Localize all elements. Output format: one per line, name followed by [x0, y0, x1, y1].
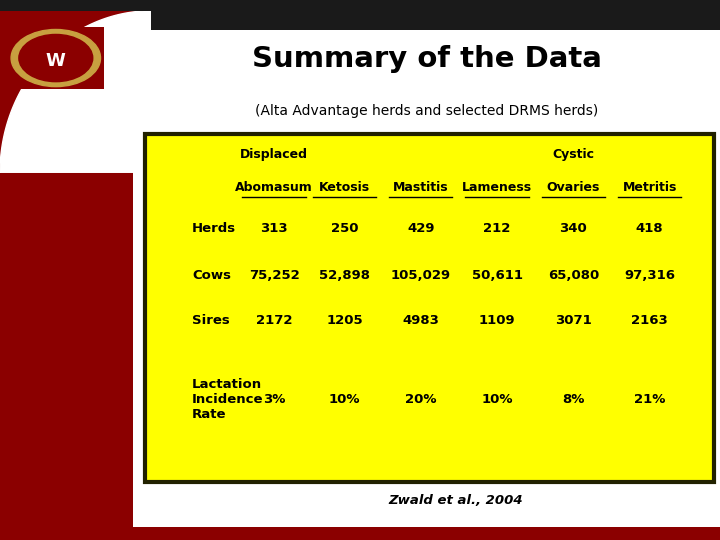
Text: 2172: 2172 [256, 314, 292, 327]
Text: Mastitis: Mastitis [393, 181, 449, 194]
Text: 105,029: 105,029 [391, 269, 451, 282]
Text: 212: 212 [483, 222, 510, 235]
Text: 10%: 10% [481, 393, 513, 406]
Text: Ketosis: Ketosis [319, 181, 370, 194]
Text: 52,898: 52,898 [319, 269, 370, 282]
Text: 97,316: 97,316 [624, 269, 675, 282]
Text: 313: 313 [260, 222, 288, 235]
Text: 3071: 3071 [555, 314, 592, 327]
Text: Cystic: Cystic [552, 148, 594, 161]
Text: 20%: 20% [405, 393, 436, 406]
Text: 340: 340 [559, 222, 588, 235]
Text: 8%: 8% [562, 393, 585, 406]
Text: Summary of the Data: Summary of the Data [252, 45, 601, 72]
Text: 75,252: 75,252 [248, 269, 300, 282]
Text: 65,080: 65,080 [548, 269, 599, 282]
Text: Lactation
Incidence
Rate: Lactation Incidence Rate [192, 379, 264, 421]
Text: Ovaries: Ovaries [546, 181, 600, 194]
Text: 2163: 2163 [631, 314, 668, 327]
Text: 418: 418 [636, 222, 663, 235]
Text: W: W [46, 51, 66, 70]
Text: 21%: 21% [634, 393, 665, 406]
Circle shape [11, 30, 101, 86]
Polygon shape [0, 11, 151, 173]
Text: Metritis: Metritis [622, 181, 677, 194]
Text: 4983: 4983 [402, 314, 439, 327]
Text: 3%: 3% [263, 393, 285, 406]
Text: 429: 429 [407, 222, 434, 235]
Circle shape [19, 35, 93, 82]
Text: (Alta Advantage herds and selected DRMS herds): (Alta Advantage herds and selected DRMS … [255, 104, 598, 118]
Text: Abomasum: Abomasum [235, 181, 313, 194]
Text: Sires: Sires [192, 314, 230, 327]
Text: Zwald et al., 2004: Zwald et al., 2004 [389, 494, 523, 507]
Text: Cows: Cows [192, 269, 231, 282]
Text: 10%: 10% [329, 393, 360, 406]
FancyBboxPatch shape [145, 134, 714, 482]
Text: 1109: 1109 [479, 314, 516, 327]
Text: 1205: 1205 [326, 314, 363, 327]
Text: 250: 250 [330, 222, 358, 235]
Text: Displaced: Displaced [240, 148, 308, 161]
Text: Lameness: Lameness [462, 181, 532, 194]
Text: 50,611: 50,611 [472, 269, 523, 282]
Text: Herds: Herds [192, 222, 236, 235]
